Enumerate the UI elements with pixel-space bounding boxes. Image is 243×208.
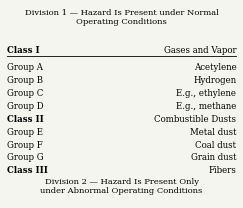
Text: Class I: Class I bbox=[7, 46, 39, 54]
Text: Group D: Group D bbox=[7, 102, 43, 111]
Text: Acetylene: Acetylene bbox=[194, 63, 236, 72]
Text: Group F: Group F bbox=[7, 141, 42, 150]
Text: E.g., ethylene: E.g., ethylene bbox=[176, 89, 236, 98]
Text: Group A: Group A bbox=[7, 63, 43, 72]
Text: E.g., methane: E.g., methane bbox=[176, 102, 236, 111]
Text: Fibers: Fibers bbox=[208, 166, 236, 175]
Text: Gases and Vapor: Gases and Vapor bbox=[164, 46, 236, 54]
Text: Metal dust: Metal dust bbox=[190, 128, 236, 137]
Text: Coal dust: Coal dust bbox=[195, 141, 236, 150]
Text: Hydrogen: Hydrogen bbox=[193, 76, 236, 85]
Text: Group B: Group B bbox=[7, 76, 43, 85]
Text: Group G: Group G bbox=[7, 154, 43, 162]
Text: Grain dust: Grain dust bbox=[191, 154, 236, 162]
Text: Class II: Class II bbox=[7, 115, 43, 124]
Text: Division 1 — Hazard Is Present under Normal
Operating Conditions: Division 1 — Hazard Is Present under Nor… bbox=[25, 9, 218, 26]
Text: Division 2 — Hazard Is Present Only
under Abnormal Operating Conditions: Division 2 — Hazard Is Present Only unde… bbox=[40, 178, 203, 195]
Text: Class III: Class III bbox=[7, 166, 47, 175]
Text: Group E: Group E bbox=[7, 128, 43, 137]
Text: Combustible Dusts: Combustible Dusts bbox=[155, 115, 236, 124]
Text: Group C: Group C bbox=[7, 89, 43, 98]
